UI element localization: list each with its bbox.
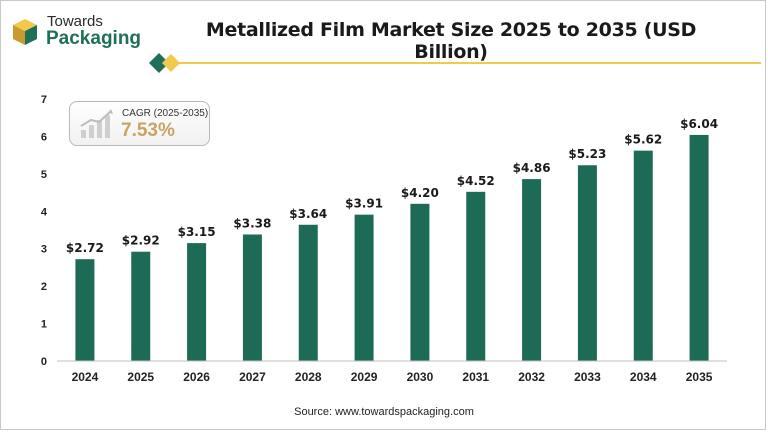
x-tick-label: 2026 (183, 370, 210, 384)
bar-2034 (633, 150, 653, 361)
growth-chart-icon (80, 109, 113, 138)
towards-packaging-logo-icon (13, 19, 37, 45)
bar-series (75, 134, 709, 361)
bar-value-label: $3.91 (345, 197, 383, 211)
bar-value-label: $5.62 (624, 133, 662, 147)
bar-2026 (187, 243, 207, 361)
source-label: Source: (294, 406, 333, 418)
y-tick-label: 2 (41, 281, 47, 293)
x-axis: 2024 2025 2026 2027 2028 2029 2030 2031 2032 2033… (72, 370, 713, 384)
y-axis: 0 1 2 3 4 5 6 7 (41, 94, 48, 368)
x-tick-label: 2024 (72, 370, 99, 384)
cagr-box: CAGR (2025-2035) 7.53% (69, 101, 210, 146)
bar-2024 (75, 259, 95, 361)
bar-2028 (298, 224, 318, 361)
bar-value-label: $3.15 (178, 225, 216, 239)
bar-2031 (466, 191, 486, 361)
cagr-label: CAGR (2025-2035) (122, 108, 209, 119)
bar-value-label: $4.86 (513, 161, 551, 175)
x-tick-label: 2032 (518, 370, 545, 384)
bar-2027 (242, 234, 262, 361)
bar-value-label: $6.04 (680, 117, 718, 131)
x-tick-label: 2030 (407, 370, 434, 384)
y-tick-label: 4 (41, 206, 48, 218)
x-tick-label: 2033 (574, 370, 601, 384)
brand-logo: Towards Packaging (9, 11, 159, 51)
bar-value-labels: $2.72 $2.92 $3.15 $3.38 $3.64 $3.91 $4.20 $4.52… (66, 117, 718, 255)
bar-value-label: $3.38 (233, 216, 271, 230)
bar-value-label: $4.52 (457, 174, 495, 188)
bar-value-label: $3.64 (289, 207, 327, 221)
bar-value-label: $4.20 (401, 186, 439, 200)
bar-2025 (131, 251, 151, 361)
x-tick-label: 2034 (630, 370, 657, 384)
x-tick-label: 2029 (351, 370, 378, 384)
source-note: Source: www.towardspackaging.com (1, 406, 767, 418)
bar-2033 (577, 165, 597, 361)
y-tick-label: 7 (41, 94, 47, 106)
y-tick-label: 5 (41, 169, 47, 181)
bar-value-label: $2.72 (66, 241, 104, 255)
x-tick-label: 2025 (127, 370, 154, 384)
bar-2032 (522, 179, 542, 361)
logo-text-top: Towards (47, 13, 103, 30)
bar-2035 (689, 134, 709, 361)
page-title: Metallized Film Market Size 2025 to 2035… (205, 19, 697, 63)
y-tick-label: 1 (41, 319, 47, 331)
source-link[interactable]: www.towardspackaging.com (335, 406, 474, 418)
y-tick-label: 6 (41, 131, 47, 143)
x-tick-label: 2028 (295, 370, 322, 384)
x-tick-label: 2035 (686, 370, 713, 384)
y-tick-label: 3 (41, 244, 47, 256)
bar-value-label: $5.23 (568, 147, 606, 161)
x-tick-label: 2027 (239, 370, 266, 384)
x-tick-label: 2031 (462, 370, 489, 384)
cagr-value: 7.53% (121, 120, 175, 141)
logo-text-bottom: Packaging (46, 28, 142, 49)
bar-2030 (410, 203, 430, 361)
bar-2029 (354, 214, 374, 361)
title-underline-decoration (149, 53, 761, 73)
bar-value-label: $2.92 (122, 234, 160, 248)
y-tick-label: 0 (41, 356, 47, 368)
